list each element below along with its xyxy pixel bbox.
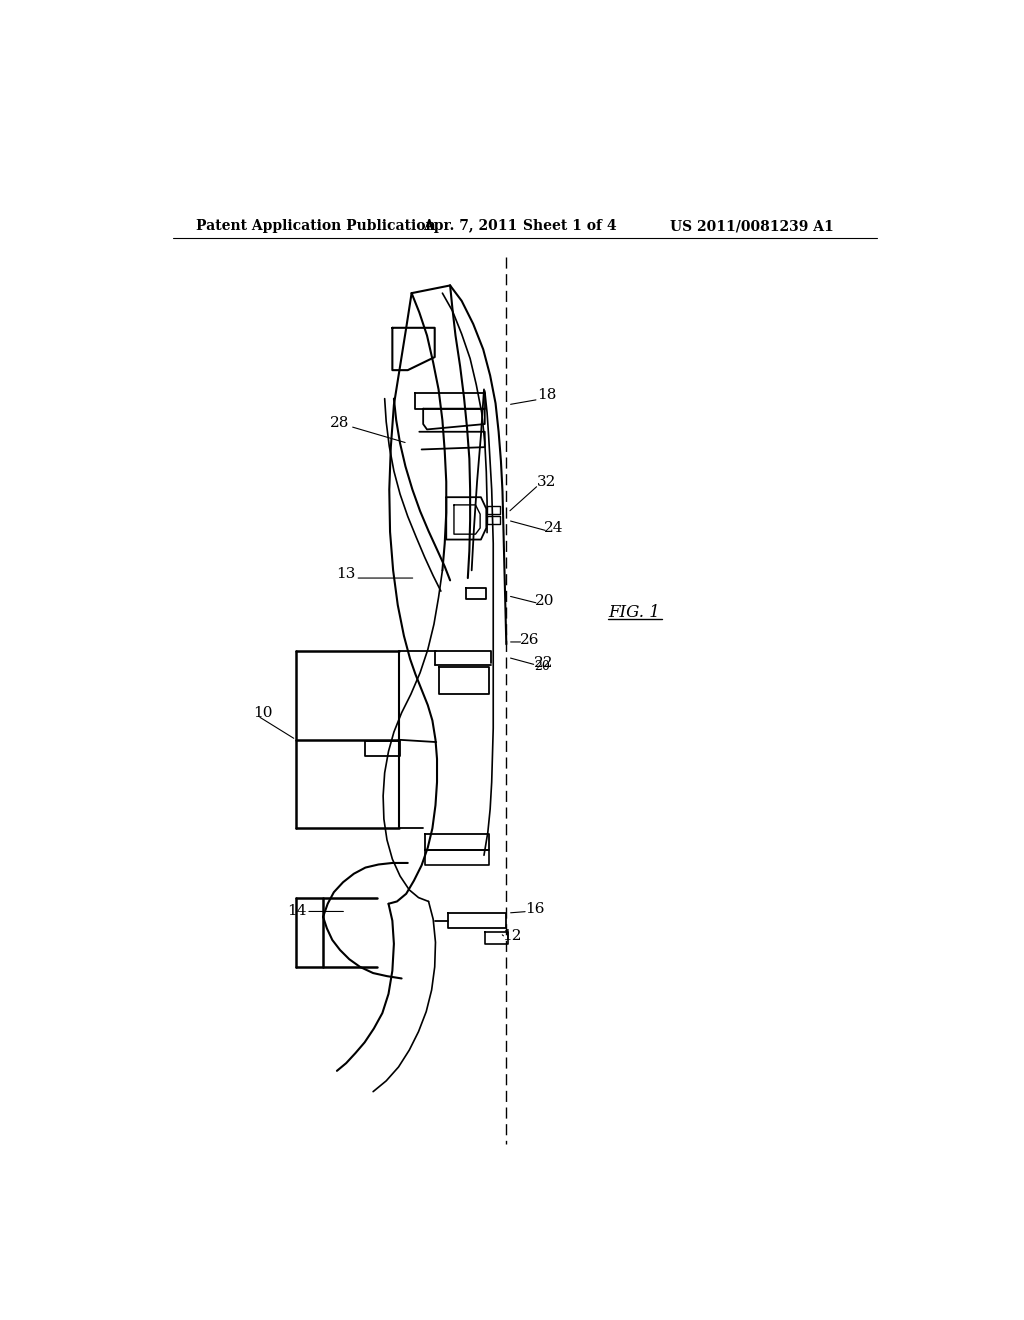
Text: 28: 28 xyxy=(331,416,349,430)
Text: US 2011/0081239 A1: US 2011/0081239 A1 xyxy=(670,219,834,234)
Text: 24: 24 xyxy=(545,521,564,535)
Text: 22: 22 xyxy=(534,656,553,669)
Text: FIG. 1: FIG. 1 xyxy=(608,605,659,622)
Text: 32: 32 xyxy=(537,475,556,488)
Text: 13: 13 xyxy=(337,568,356,581)
Text: 20: 20 xyxy=(536,594,555,609)
Text: 20: 20 xyxy=(534,660,550,673)
Text: Sheet 1 of 4: Sheet 1 of 4 xyxy=(523,219,616,234)
Text: 10: 10 xyxy=(253,706,272,719)
Text: Apr. 7, 2011: Apr. 7, 2011 xyxy=(423,219,517,234)
Text: 12: 12 xyxy=(502,929,521,942)
Text: 18: 18 xyxy=(537,388,556,401)
Text: 26: 26 xyxy=(519,632,540,647)
Text: Patent Application Publication: Patent Application Publication xyxy=(196,219,435,234)
Text: 14: 14 xyxy=(287,904,306,919)
Text: 16: 16 xyxy=(525,902,545,916)
